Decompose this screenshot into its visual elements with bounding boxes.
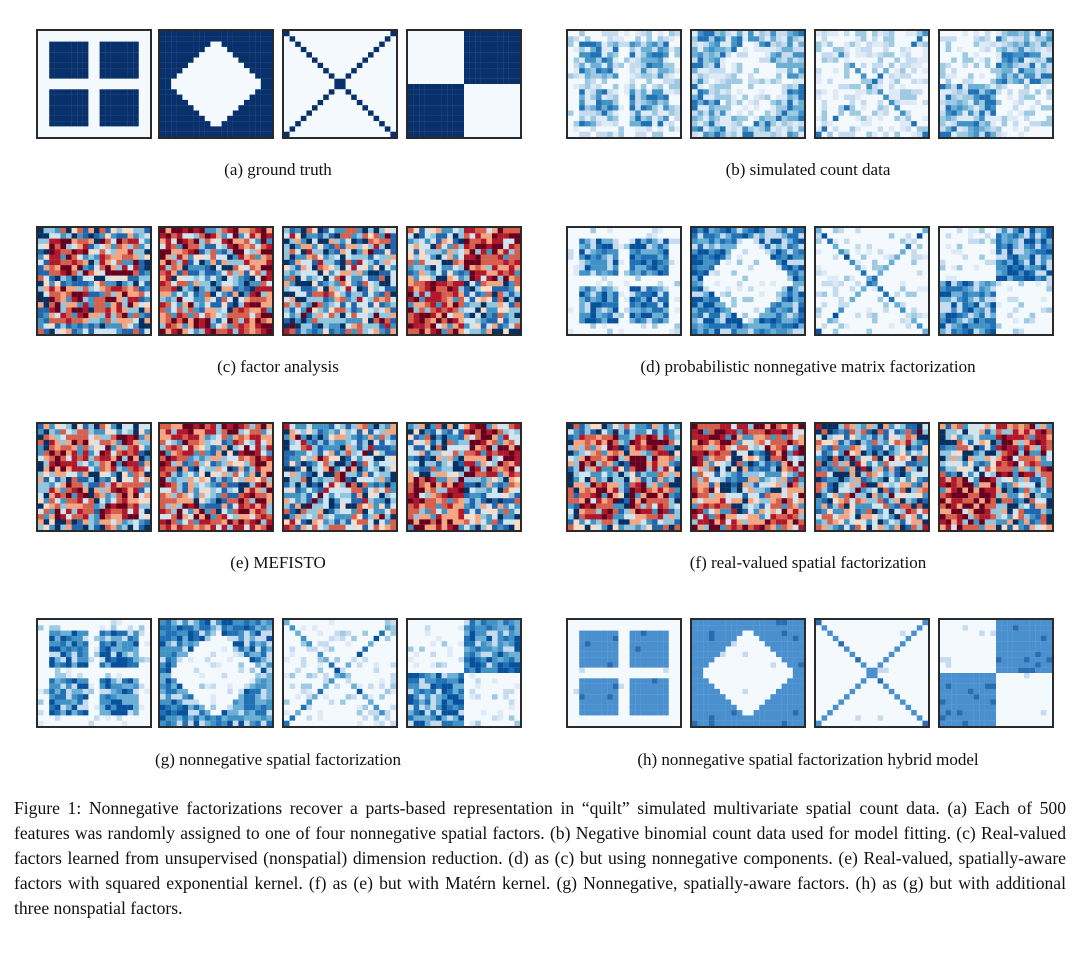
heatmap-e-quilt-squares xyxy=(38,424,150,530)
panel-c-diamond xyxy=(158,226,274,336)
panel-g-checkerboard xyxy=(406,618,522,728)
subfigure-caption-d: (d) probabilistic nonnegative matrix fac… xyxy=(640,357,976,376)
heatmap-f-x-cross xyxy=(816,424,928,530)
heatmap-h-quilt-squares xyxy=(568,620,680,726)
panel-e-x-cross xyxy=(282,422,398,532)
heatmap-b-x-cross xyxy=(816,31,928,137)
panel-e-checkerboard xyxy=(406,422,522,532)
subfigure-caption-h: (h) nonnegative spatial factorization hy… xyxy=(637,750,979,769)
heatmap-d-quilt-squares xyxy=(568,228,680,334)
heatmap-g-checkerboard xyxy=(408,620,520,726)
panel-h-checkerboard xyxy=(938,618,1054,728)
heatmap-e-diamond xyxy=(160,424,272,530)
panel-a-diamond xyxy=(158,29,274,139)
heatmap-h-diamond xyxy=(692,620,804,726)
panel-c-quilt-squares xyxy=(36,226,152,336)
panel-d-quilt-squares xyxy=(566,226,682,336)
subfigure-caption-g: (g) nonnegative spatial factorization xyxy=(155,750,401,769)
figure-caption: Figure 1: Nonnegative factorizations rec… xyxy=(14,798,1066,918)
panel-a-quilt-squares xyxy=(36,29,152,139)
panel-e-quilt-squares xyxy=(36,422,152,532)
heatmap-b-checkerboard xyxy=(940,31,1052,137)
heatmap-h-x-cross xyxy=(816,620,928,726)
heatmap-d-diamond xyxy=(692,228,804,334)
subfigure-caption-f: (f) real-valued spatial factorization xyxy=(689,553,927,572)
heatmap-f-quilt-squares xyxy=(568,424,680,530)
heatmap-e-x-cross xyxy=(284,424,396,530)
panel-f-quilt-squares xyxy=(566,422,682,532)
panel-g-x-cross xyxy=(282,618,398,728)
subfigure-caption-b: (b) simulated count data xyxy=(725,160,891,179)
heatmap-c-checkerboard xyxy=(408,228,520,334)
panel-f-x-cross xyxy=(814,422,930,532)
panel-c-x-cross xyxy=(282,226,398,336)
heatmap-a-diamond xyxy=(160,31,272,137)
panel-a-x-cross xyxy=(282,29,398,139)
heatmap-b-diamond xyxy=(692,31,804,137)
panel-h-quilt-squares xyxy=(566,618,682,728)
heatmap-a-quilt-squares xyxy=(38,31,150,137)
panel-h-diamond xyxy=(690,618,806,728)
heatmap-f-checkerboard xyxy=(940,424,1052,530)
panel-e-diamond xyxy=(158,422,274,532)
panel-a-checkerboard xyxy=(406,29,522,139)
panel-b-quilt-squares xyxy=(566,29,682,139)
panel-d-checkerboard xyxy=(938,226,1054,336)
heatmap-g-diamond xyxy=(160,620,272,726)
panel-f-checkerboard xyxy=(938,422,1054,532)
heatmap-c-x-cross xyxy=(284,228,396,334)
panel-g-diamond xyxy=(158,618,274,728)
panel-b-checkerboard xyxy=(938,29,1054,139)
panel-c-checkerboard xyxy=(406,226,522,336)
panel-b-diamond xyxy=(690,29,806,139)
heatmap-h-checkerboard xyxy=(940,620,1052,726)
heatmap-c-quilt-squares xyxy=(38,228,150,334)
heatmap-c-diamond xyxy=(160,228,272,334)
panel-f-diamond xyxy=(690,422,806,532)
panel-d-diamond xyxy=(690,226,806,336)
subfigure-caption-a: (a) ground truth xyxy=(224,160,332,179)
subfigure-caption-e: (e) MEFISTO xyxy=(230,553,326,572)
panel-g-quilt-squares xyxy=(36,618,152,728)
heatmap-a-checkerboard xyxy=(408,31,520,137)
panel-h-x-cross xyxy=(814,618,930,728)
heatmap-f-diamond xyxy=(692,424,804,530)
heatmap-d-checkerboard xyxy=(940,228,1052,334)
panel-d-x-cross xyxy=(814,226,930,336)
heatmap-d-x-cross xyxy=(816,228,928,334)
heatmap-e-checkerboard xyxy=(408,424,520,530)
heatmap-g-quilt-squares xyxy=(38,620,150,726)
panel-b-x-cross xyxy=(814,29,930,139)
heatmap-g-x-cross xyxy=(284,620,396,726)
heatmap-b-quilt-squares xyxy=(568,31,680,137)
subfigure-caption-c: (c) factor analysis xyxy=(217,357,339,376)
heatmap-a-x-cross xyxy=(284,31,396,137)
